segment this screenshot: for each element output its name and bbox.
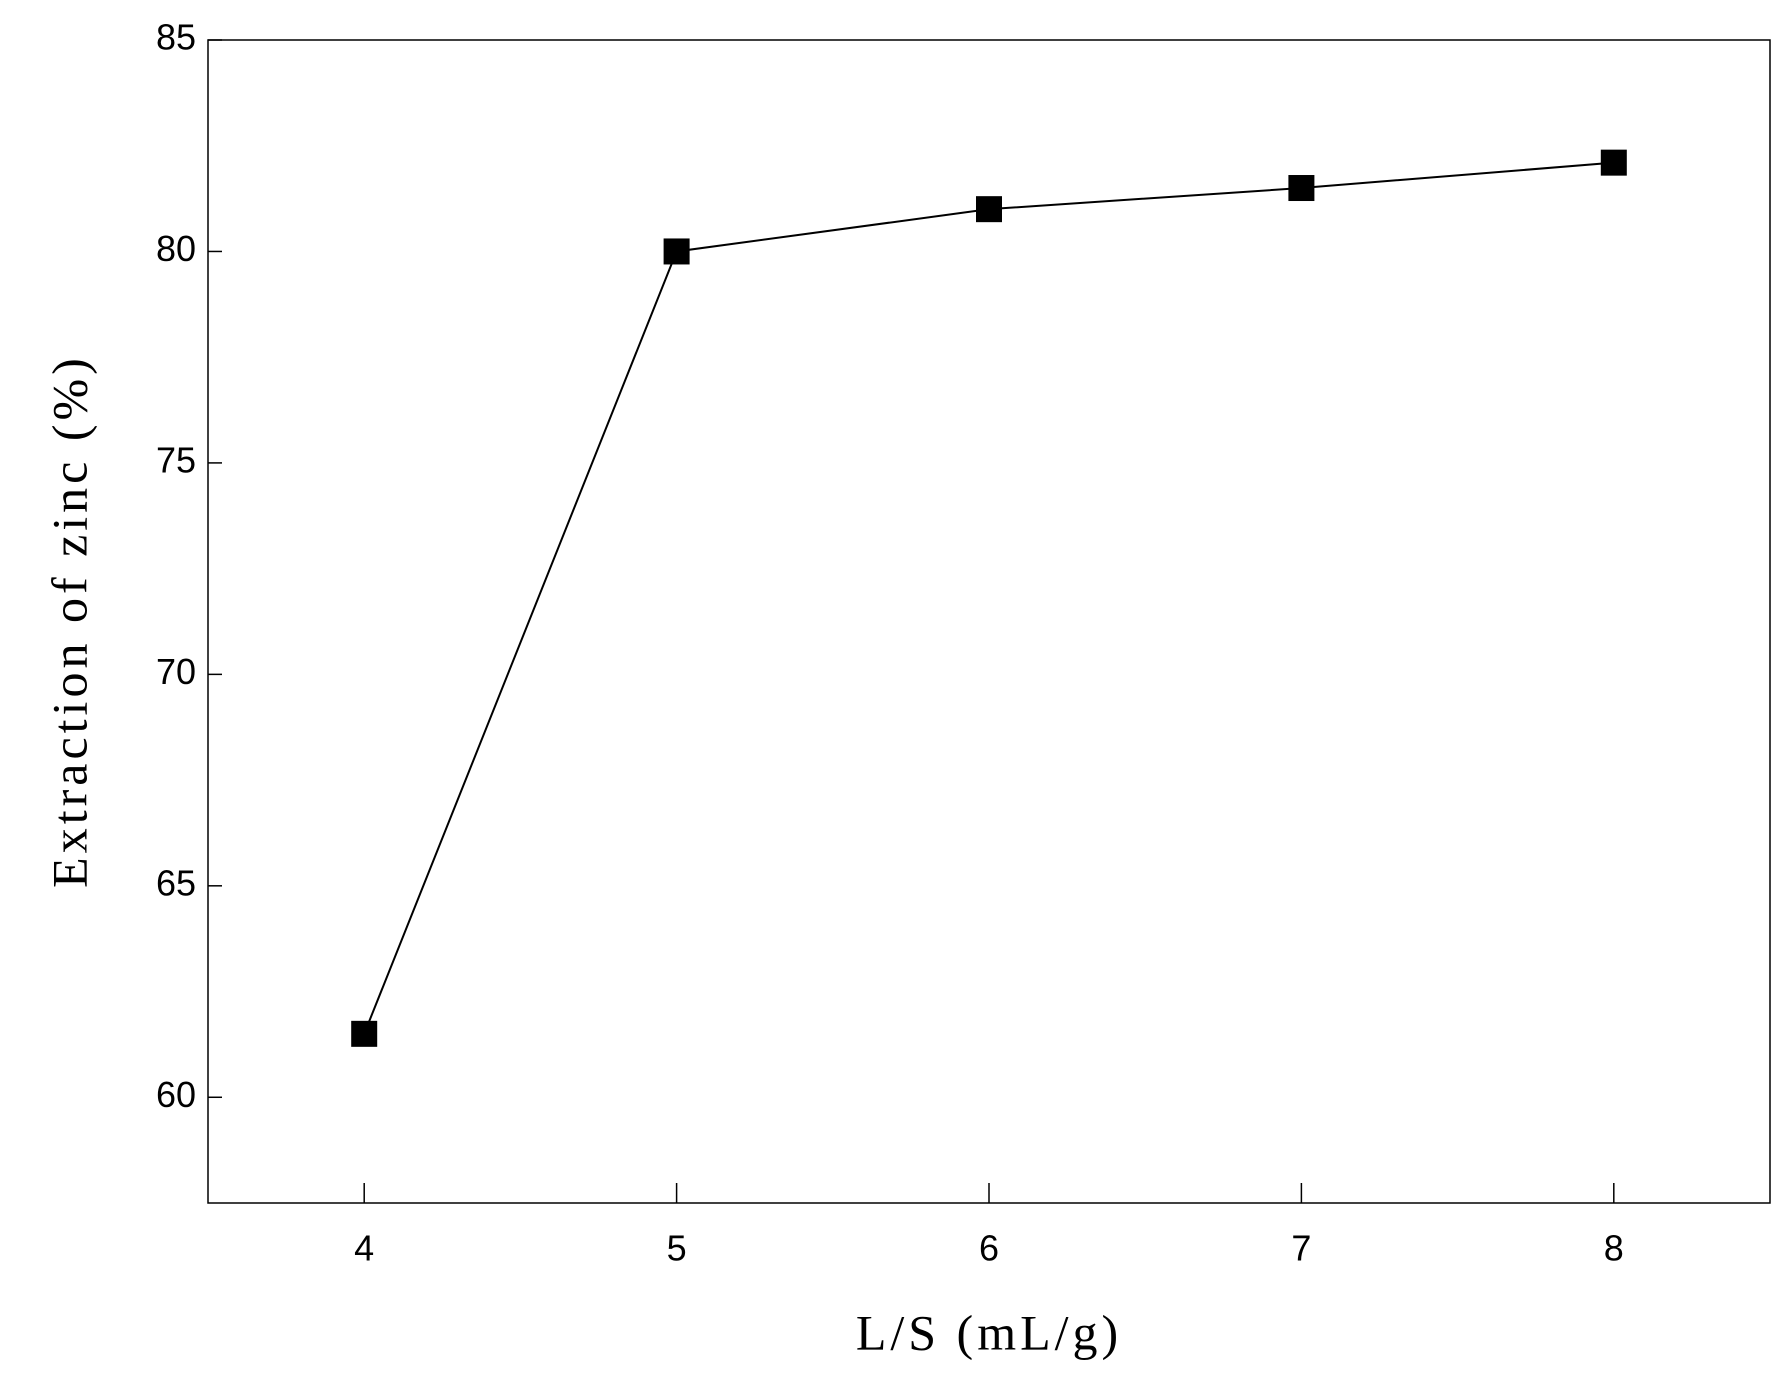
marker: [1600, 149, 1627, 176]
y-tick-label: 75: [156, 439, 196, 480]
marker: [976, 196, 1002, 223]
x-tick-label: 6: [979, 1228, 999, 1269]
x-axis-title: L/S (mL/g): [856, 1304, 1122, 1360]
marker: [351, 1020, 378, 1047]
marker: [1288, 175, 1315, 202]
x-tick-label: 5: [667, 1228, 687, 1269]
x-tick-label: 4: [354, 1228, 374, 1269]
data-line: [363, 161, 1614, 1035]
y-axis-title: Extraction of zinc (%): [41, 354, 97, 888]
y-tick-label: 85: [156, 17, 196, 58]
y-tick-label: 65: [156, 862, 196, 903]
y-tick-label: 70: [156, 651, 196, 692]
y-tick-label: 80: [156, 228, 196, 269]
x-tick-label: 8: [1604, 1228, 1624, 1269]
y-tick-label: 60: [156, 1074, 196, 1115]
marker: [663, 238, 690, 265]
x-tick-label: 7: [1291, 1228, 1311, 1269]
